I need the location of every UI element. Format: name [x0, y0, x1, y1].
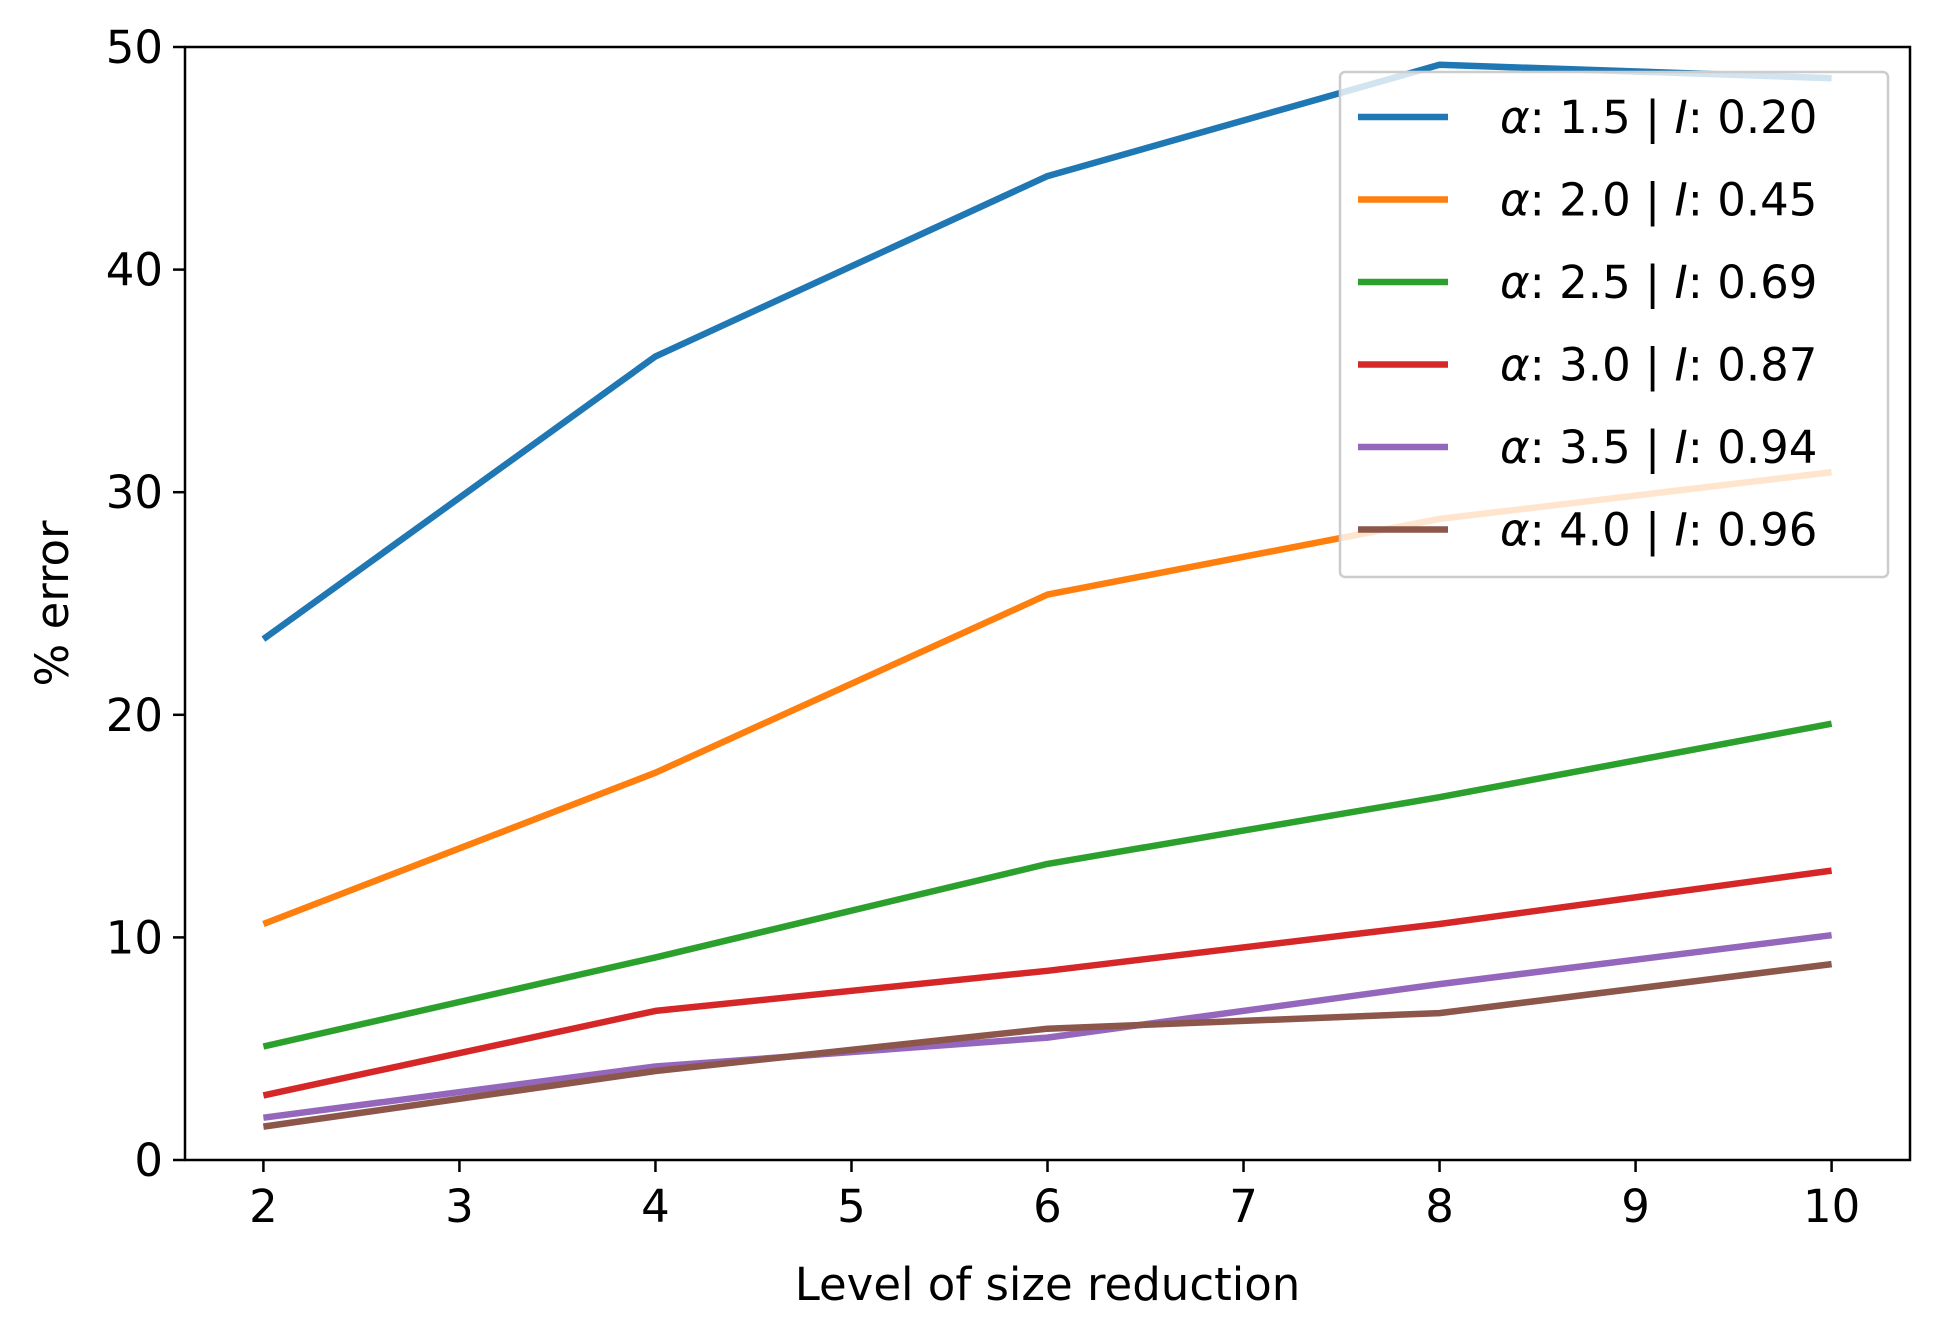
- y-axis-ticks: 0 10 20 30 40 50: [106, 21, 185, 1187]
- y-tick-label: 30: [106, 466, 163, 519]
- i-symbol: I: [1674, 174, 1687, 227]
- alpha-value: : 4.0 |: [1530, 504, 1675, 557]
- alpha-value: : 2.5 |: [1530, 256, 1675, 309]
- alpha-symbol: α: [1500, 504, 1530, 557]
- alpha-value: : 1.5 |: [1530, 91, 1675, 144]
- series-line-1: [261, 61, 1832, 642]
- x-axis-ticks: 2 3 4 5 6 7 8 9 10: [249, 1160, 1860, 1233]
- i-value: : 0.94: [1688, 421, 1818, 474]
- y-tick-label: 0: [134, 1134, 163, 1187]
- legend-label-2: α: 2.0 | I: 0.45: [1500, 174, 1817, 227]
- series-line-4: [262, 867, 1833, 1099]
- i-value: : 0.45: [1688, 174, 1818, 227]
- alpha-value: : 3.0 |: [1530, 339, 1675, 392]
- alpha-symbol: α: [1500, 91, 1530, 144]
- i-symbol: I: [1674, 504, 1687, 557]
- x-axis-label: Level of size reduction: [795, 1258, 1301, 1311]
- alpha-symbol: α: [1500, 421, 1530, 474]
- legend-label-6: α: 4.0 | I: 0.96: [1500, 504, 1817, 557]
- y-tick-label: 20: [106, 689, 163, 742]
- series-line-3: [262, 720, 1833, 1050]
- i-symbol: I: [1674, 421, 1687, 474]
- i-symbol: I: [1674, 339, 1687, 392]
- legend-box: [1338, 70, 1890, 579]
- alpha-symbol: α: [1500, 339, 1530, 392]
- i-symbol: I: [1674, 256, 1687, 309]
- y-axis-label: % error: [26, 520, 79, 687]
- i-value: : 0.87: [1688, 339, 1818, 392]
- series-layer: [261, 61, 1833, 1130]
- legend-label-1: α: 1.5 | I: 0.20: [1500, 91, 1817, 144]
- legend: α: 1.5 | I: 0.20α: 2.0 | I: 0.45α: 2.5 |…: [1338, 70, 1890, 579]
- alpha-symbol: α: [1500, 256, 1530, 309]
- x-tick-label: 4: [641, 1180, 670, 1233]
- legend-label-3: α: 2.5 | I: 0.69: [1500, 256, 1817, 309]
- legend-label-4: α: 3.0 | I: 0.87: [1500, 339, 1817, 392]
- y-tick-label: 40: [106, 244, 163, 297]
- i-symbol: I: [1674, 91, 1687, 144]
- y-tick-label: 50: [106, 21, 163, 74]
- series-line-5: [262, 931, 1833, 1121]
- alpha-symbol: α: [1500, 174, 1530, 227]
- series-line-6: [262, 960, 1833, 1130]
- y-tick-label: 10: [106, 911, 163, 964]
- legend-label-5: α: 3.5 | I: 0.94: [1500, 421, 1817, 474]
- alpha-value: : 2.0 |: [1530, 174, 1675, 227]
- x-tick-label: 7: [1229, 1180, 1258, 1233]
- x-tick-label: 8: [1425, 1180, 1454, 1233]
- i-value: : 0.96: [1688, 504, 1818, 557]
- x-tick-label: 10: [1803, 1180, 1860, 1233]
- i-value: : 0.69: [1688, 256, 1818, 309]
- x-tick-label: 5: [837, 1180, 866, 1233]
- alpha-value: : 3.5 |: [1530, 421, 1675, 474]
- i-value: : 0.20: [1688, 91, 1818, 144]
- x-tick-label: 6: [1033, 1180, 1062, 1233]
- x-tick-label: 2: [249, 1180, 278, 1233]
- x-tick-label: 9: [1621, 1180, 1650, 1233]
- x-tick-label: 3: [445, 1180, 474, 1233]
